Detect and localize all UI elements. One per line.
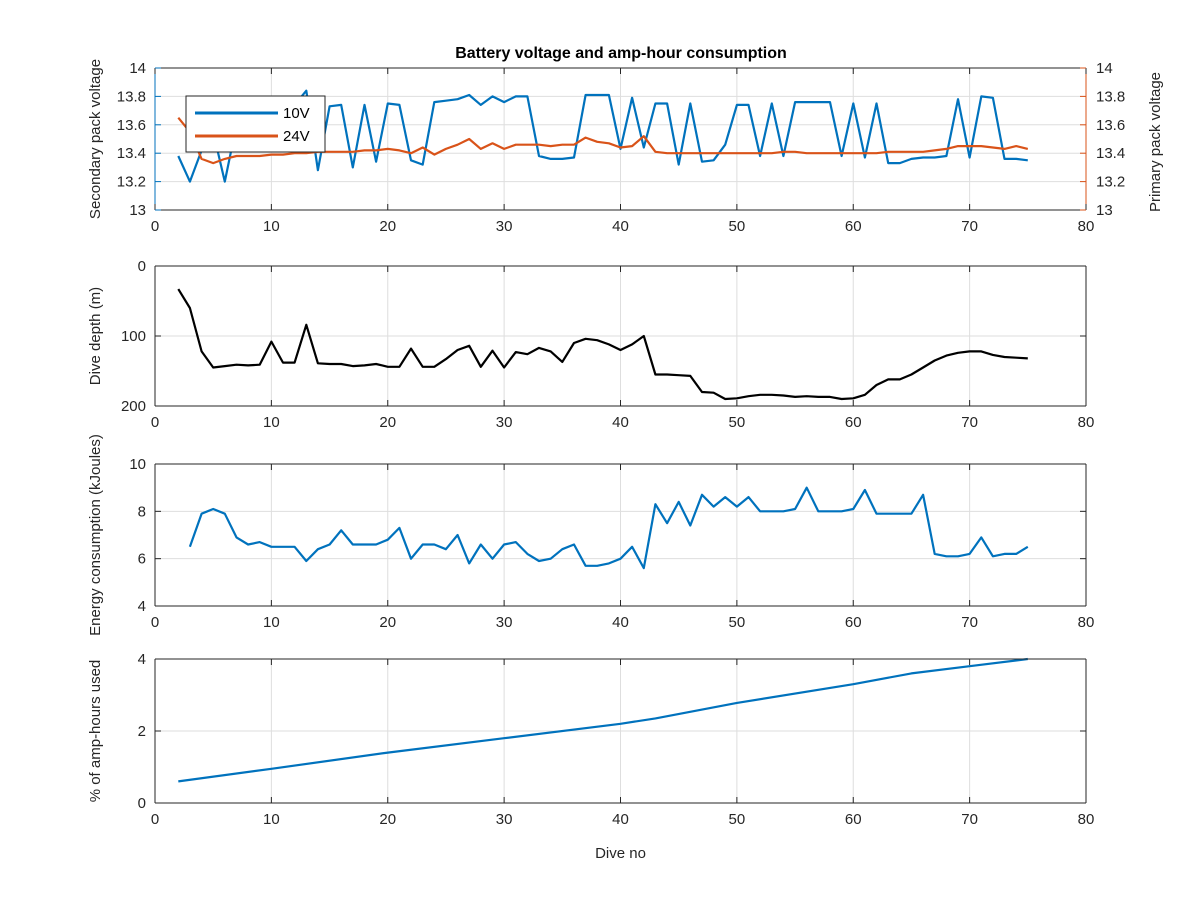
figure-title: Battery voltage and amp-hour consumption [455,45,787,62]
x-tick-label: 0 [151,414,159,431]
x-tick-label: 60 [845,414,862,431]
x-tick-label: 60 [845,811,862,828]
y-right-tick-label: 13.8 [1096,88,1125,105]
x-tick-label: 20 [379,811,396,828]
y-right-tick-label: 14 [1096,60,1113,77]
x-tick-label: 20 [379,218,396,235]
x-tick-label: 40 [612,414,629,431]
y-tick-label: 10 [129,456,146,473]
subplot-2: 0 10 20 30 40 50 60 70 80 0 100 200 Dive depth (m) [87,258,1094,431]
x-tick-label: 50 [729,218,746,235]
x-tick-label: 80 [1078,414,1095,431]
x-tick-label: 50 [729,414,746,431]
legend-label-24v: 24V [283,128,310,145]
series-line-1 [188,486,1029,570]
x-tick-label: 0 [151,218,159,235]
y-tick-label: 4 [138,651,146,668]
x-tick-label: 30 [496,811,513,828]
x-tick-label: 70 [961,614,978,631]
x-tick-label: 20 [379,414,396,431]
x-tick-label: 20 [379,614,396,631]
y-tick-label: 2 [138,723,146,740]
x-tick-label: 0 [151,614,159,631]
series-line-1 [177,288,1028,401]
y-tick-label: 13.4 [117,145,146,162]
subplot-3: 0 10 20 30 40 50 60 70 80 4 6 8 10 Energy consumption… [87,434,1094,636]
x-tick-label: 10 [263,414,280,431]
y-axis-label: Dive depth (m) [87,287,104,385]
y-tick-label: 14 [129,60,146,77]
y-tick-label: 200 [121,398,146,415]
x-tick-label: 40 [612,811,629,828]
x-tick-label: 80 [1078,811,1095,828]
y-tick-label: 8 [138,503,146,520]
y-axis-label: Energy consumption (kJoules) [87,434,104,636]
x-tick-label: 80 [1078,218,1095,235]
x-tick-label: 10 [263,811,280,828]
y-tick-label: 13 [129,202,146,219]
y-axis-label-right: Primary pack voltage [1147,72,1164,212]
x-tick-label: 50 [729,614,746,631]
series-line-10v [177,89,1028,183]
subplots: 0 10 20 30 40 50 60 70 801313.213.413.613.814131… [87,59,1164,862]
x-tick-label: 30 [496,414,513,431]
y-right-tick-label: 13.4 [1096,145,1125,162]
y-tick-label: 13.8 [117,88,146,105]
x-tick-label: 70 [961,811,978,828]
x-tick-label: 30 [496,218,513,235]
y-tick-label: 100 [121,328,146,345]
y-tick-label: 6 [138,551,146,568]
subplot-1: 0 10 20 30 40 50 60 70 801313.213.413.613.814131… [87,59,1164,235]
y-tick-label: 0 [138,795,146,812]
y-axis-label: % of amp-hours used [87,660,104,803]
y-tick-label: 13.2 [117,174,146,191]
x-tick-label: 0 [151,811,159,828]
series-line-1 [178,657,1028,783]
x-tick-label: 30 [496,614,513,631]
y-tick-label: 13.6 [117,117,146,134]
x-tick-label: 50 [729,811,746,828]
y-right-tick-label: 13 [1096,202,1113,219]
x-tick-label: 40 [612,614,629,631]
y-right-tick-label: 13.6 [1096,117,1125,134]
legend-label-10v: 10V [283,105,310,122]
x-tick-label: 70 [961,218,978,235]
x-tick-label: 10 [263,218,280,235]
y-axis-label: Secondary pack voltage [87,59,104,219]
x-tick-label: 60 [845,614,862,631]
x-tick-label: 40 [612,218,629,235]
legend-box [185,95,326,153]
x-axis-label: Dive no [595,845,646,862]
x-tick-label: 80 [1078,614,1095,631]
subplot-4: 0 10 20 30 40 50 60 70 80 0 2 4 % of amp-hours used D… [87,651,1094,862]
x-tick-label: 10 [263,614,280,631]
x-tick-label: 60 [845,218,862,235]
y-tick-label: 0 [138,258,146,275]
y-right-tick-label: 13.2 [1096,174,1125,191]
y-tick-label: 4 [138,598,146,615]
x-tick-label: 70 [961,414,978,431]
